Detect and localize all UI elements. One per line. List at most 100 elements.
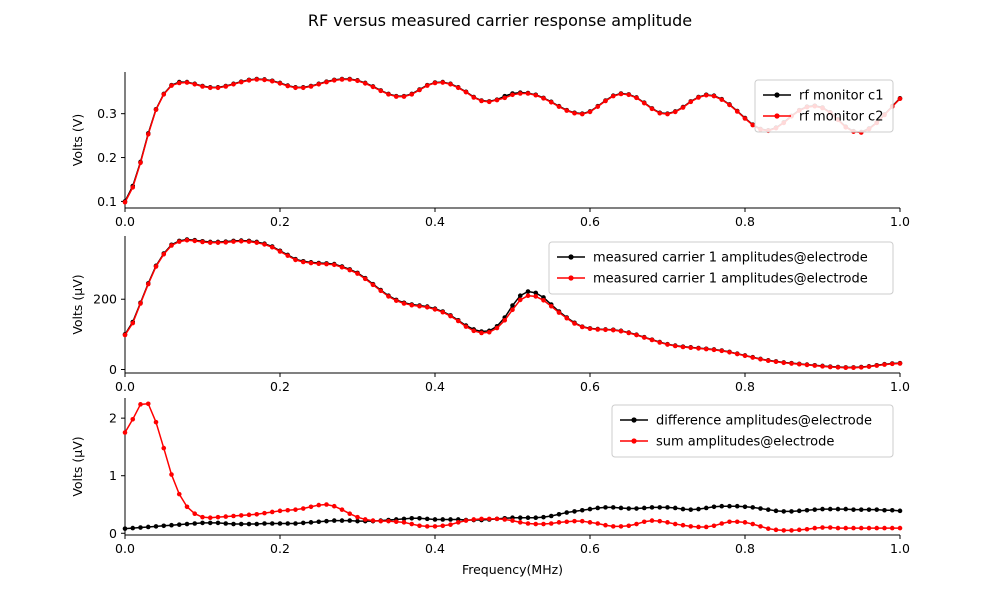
data-point — [184, 80, 190, 85]
data-point — [758, 524, 763, 529]
data-point — [417, 303, 422, 309]
data-point — [579, 111, 585, 117]
data-point — [455, 318, 461, 324]
data-point — [184, 504, 190, 510]
y-tick-label: 200 — [93, 292, 117, 307]
data-point — [796, 508, 802, 514]
data-point — [649, 518, 655, 523]
data-point — [494, 97, 500, 103]
data-point — [277, 521, 283, 526]
data-point — [448, 81, 453, 87]
data-point — [610, 93, 616, 99]
data-point — [541, 514, 546, 520]
data-point — [355, 271, 360, 276]
data-point — [727, 102, 732, 108]
data-point — [153, 107, 159, 113]
data-point — [541, 96, 546, 101]
data-point — [293, 257, 298, 263]
data-point — [556, 520, 562, 525]
legend-box — [754, 79, 894, 133]
data-point — [572, 110, 577, 116]
data-point — [781, 360, 787, 366]
data-point — [703, 505, 709, 511]
legend: measured carrier 1 amplitudes@electrode m… — [548, 241, 894, 295]
data-point — [463, 89, 469, 95]
data-point — [238, 238, 244, 244]
data-point — [300, 520, 306, 526]
data-point — [339, 264, 345, 270]
data-point — [130, 417, 136, 422]
data-point — [882, 362, 887, 367]
data-point — [696, 95, 701, 100]
legend-label: rf monitor c2 — [799, 110, 883, 125]
data-point — [300, 85, 306, 91]
data-point — [734, 519, 740, 525]
data-point — [688, 345, 694, 351]
data-point — [463, 324, 469, 329]
series-1 — [122, 503, 903, 531]
data-point — [308, 84, 314, 89]
data-point — [269, 78, 275, 84]
subplot-2: 0.0 0.2 0.4 0.6 0.8 1.0 0 200 Volts (μV) measured… — [70, 236, 910, 394]
data-point — [432, 517, 438, 522]
data-point — [533, 294, 539, 299]
data-point — [641, 505, 647, 511]
data-point — [440, 80, 446, 85]
data-point — [649, 106, 655, 112]
data-point — [355, 514, 360, 520]
data-point — [215, 520, 221, 526]
data-point — [851, 507, 856, 512]
figure-title: RF versus measured carrier response ampl… — [308, 11, 692, 30]
data-point — [665, 520, 670, 525]
data-point — [804, 507, 810, 513]
data-point — [494, 516, 500, 522]
data-point — [207, 85, 213, 91]
data-point — [897, 508, 903, 514]
y-tick-label: 1 — [109, 468, 117, 483]
y-axis-label: Volts (V) — [70, 114, 85, 166]
data-point — [285, 83, 291, 89]
data-point — [130, 185, 136, 190]
data-point — [138, 160, 143, 166]
data-point — [796, 361, 802, 367]
data-point — [417, 523, 422, 529]
data-point — [207, 515, 213, 521]
data-point — [269, 509, 275, 515]
y-axis-label: Volts (μV) — [70, 274, 85, 334]
data-point — [634, 95, 639, 101]
data-point — [362, 276, 368, 282]
data-point — [153, 524, 159, 529]
data-point — [393, 94, 399, 99]
data-point — [293, 85, 298, 91]
data-point — [401, 516, 407, 522]
data-point — [874, 363, 880, 368]
data-point — [773, 508, 779, 514]
x-tick-label: 1.0 — [890, 214, 910, 229]
data-point — [138, 525, 143, 530]
data-point — [378, 518, 384, 524]
data-point — [851, 365, 856, 371]
data-point — [517, 297, 523, 303]
data-point — [176, 491, 182, 497]
data-point — [587, 520, 593, 525]
data-point — [618, 328, 624, 334]
data-point — [293, 521, 298, 526]
data-point — [889, 525, 895, 531]
data-point — [672, 521, 678, 527]
data-point — [742, 520, 748, 525]
data-point — [176, 80, 182, 86]
x-tick-label: 0.0 — [115, 541, 135, 556]
data-point — [882, 525, 887, 531]
data-point — [145, 401, 151, 407]
data-point — [665, 111, 670, 117]
data-point — [889, 361, 895, 367]
x-tick-label: 0.2 — [270, 379, 290, 394]
data-point — [448, 313, 453, 319]
data-point — [502, 517, 508, 522]
data-point — [339, 77, 345, 82]
data-point — [688, 99, 694, 105]
data-point — [765, 507, 771, 512]
data-point — [471, 517, 477, 522]
data-point — [471, 328, 477, 334]
data-point — [587, 109, 593, 115]
